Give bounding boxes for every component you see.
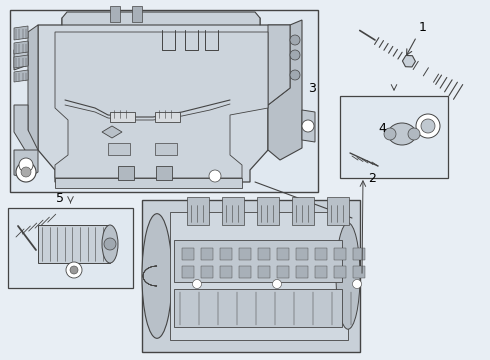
Polygon shape	[14, 150, 38, 178]
Polygon shape	[302, 110, 315, 142]
Bar	[142, 200, 360, 352]
Bar	[258, 248, 270, 260]
Circle shape	[70, 266, 78, 274]
Bar	[239, 248, 251, 260]
Ellipse shape	[102, 225, 118, 263]
Text: 5: 5	[56, 192, 64, 205]
Bar	[182, 248, 194, 260]
Circle shape	[352, 279, 362, 288]
Polygon shape	[268, 25, 290, 105]
Text: 2: 2	[368, 172, 376, 185]
Ellipse shape	[142, 214, 172, 338]
Bar	[277, 248, 289, 260]
Bar	[187, 197, 209, 225]
Polygon shape	[38, 18, 290, 182]
Bar	[8, 208, 133, 288]
Bar	[174, 240, 342, 282]
Circle shape	[272, 279, 281, 288]
Circle shape	[193, 279, 201, 288]
Polygon shape	[14, 41, 28, 54]
Bar	[239, 266, 251, 278]
Bar	[182, 266, 194, 278]
Bar	[132, 6, 142, 22]
Circle shape	[290, 35, 300, 45]
Bar	[220, 248, 232, 260]
Bar	[156, 166, 172, 180]
Circle shape	[66, 262, 82, 278]
Polygon shape	[14, 26, 28, 40]
Polygon shape	[14, 55, 28, 68]
Bar	[155, 143, 177, 155]
Circle shape	[290, 70, 300, 80]
Bar	[334, 248, 346, 260]
Polygon shape	[14, 70, 28, 82]
Circle shape	[290, 50, 300, 60]
Circle shape	[104, 238, 116, 250]
Circle shape	[408, 128, 420, 140]
Circle shape	[421, 119, 435, 133]
Ellipse shape	[388, 123, 416, 145]
Polygon shape	[55, 178, 242, 188]
Bar	[277, 266, 289, 278]
Text: 1: 1	[419, 21, 427, 33]
Bar	[155, 112, 180, 122]
Polygon shape	[402, 55, 416, 67]
Polygon shape	[102, 126, 122, 138]
Bar	[118, 166, 134, 180]
Bar	[296, 248, 308, 260]
Bar	[334, 266, 346, 278]
Polygon shape	[55, 32, 268, 178]
Bar	[222, 197, 244, 225]
Circle shape	[209, 170, 221, 182]
Text: 3: 3	[308, 81, 316, 94]
Bar	[110, 112, 135, 122]
Bar	[327, 197, 349, 225]
Bar	[353, 266, 365, 278]
Bar	[110, 6, 120, 22]
Bar	[10, 10, 318, 192]
Text: 4: 4	[378, 122, 386, 135]
Bar	[353, 248, 365, 260]
Bar	[296, 266, 308, 278]
Circle shape	[21, 167, 31, 177]
Bar	[315, 248, 327, 260]
Circle shape	[416, 114, 440, 138]
Polygon shape	[14, 42, 28, 70]
Bar	[38, 225, 110, 263]
Bar	[201, 248, 213, 260]
Bar	[220, 266, 232, 278]
Ellipse shape	[336, 223, 360, 329]
Bar	[292, 197, 314, 225]
Bar	[340, 96, 448, 178]
Circle shape	[16, 162, 36, 182]
Bar	[170, 212, 348, 340]
Bar	[174, 289, 342, 327]
Circle shape	[384, 128, 396, 140]
Circle shape	[302, 120, 314, 132]
Polygon shape	[14, 105, 38, 155]
Bar	[257, 197, 279, 225]
Polygon shape	[28, 25, 38, 155]
Bar	[108, 143, 130, 155]
Polygon shape	[268, 20, 302, 160]
Bar	[315, 266, 327, 278]
Polygon shape	[62, 12, 260, 25]
Circle shape	[19, 158, 33, 172]
Bar	[201, 266, 213, 278]
Bar	[258, 266, 270, 278]
